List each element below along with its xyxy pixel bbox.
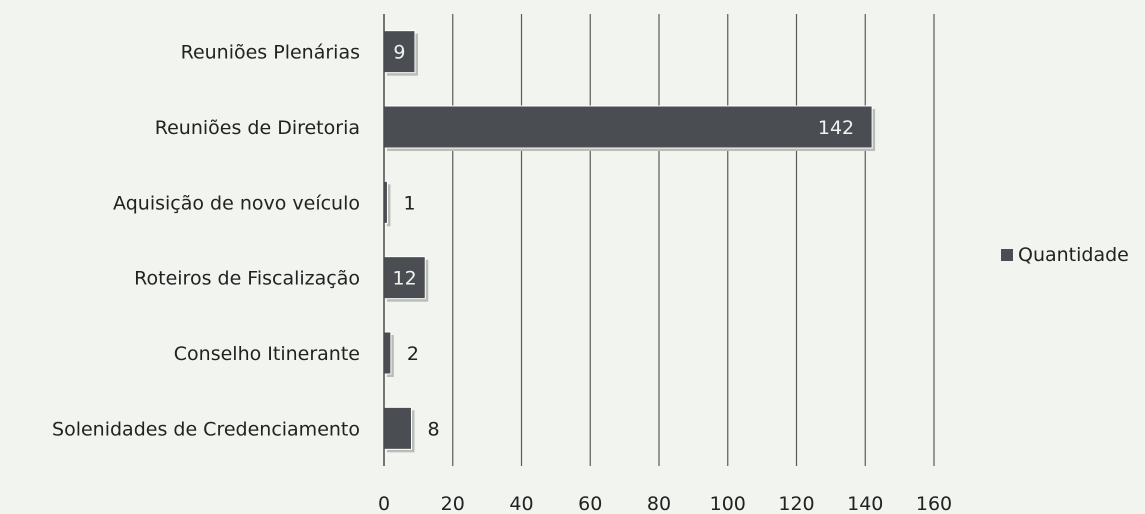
category-label: Reuniões de Diretoria — [155, 117, 360, 139]
x-tick-label: 40 — [509, 493, 533, 514]
bar-6 — [383, 406, 412, 450]
category-label: Roteiros de Fiscalização — [134, 268, 360, 290]
category-label: Reuniões Plenárias — [181, 42, 360, 64]
category-label: Aquisição de novo veículo — [113, 192, 360, 214]
legend-label: Quantidade — [1018, 244, 1129, 266]
x-tick-label: 100 — [710, 493, 746, 514]
value-label: 12 — [393, 268, 417, 290]
bar-shadow — [387, 184, 391, 227]
bar-1 — [383, 30, 416, 74]
value-label: 142 — [818, 117, 854, 139]
legend: Quantidade — [1001, 244, 1129, 266]
x-tick-label: 160 — [916, 493, 952, 514]
category-label: Conselho Itinerante — [174, 343, 360, 365]
x-tick-label: 80 — [647, 493, 671, 514]
bar-5 — [383, 331, 392, 375]
bar-2 — [383, 105, 873, 149]
legend-swatch — [1001, 249, 1013, 261]
x-tick-label: 0 — [378, 493, 390, 514]
value-label: 9 — [393, 42, 405, 64]
x-tick-label: 20 — [441, 493, 465, 514]
category-label: Solenidades de Credenciamento — [52, 418, 360, 440]
value-label: 2 — [407, 343, 419, 365]
gridlines — [452, 14, 935, 466]
x-tick-label: 140 — [847, 493, 883, 514]
value-label: 1 — [403, 192, 415, 214]
bars — [383, 30, 876, 453]
x-tick-label: 60 — [578, 493, 602, 514]
labels: 0 20 40 60 80 100 120 140 160 Reuniões Plenárias 9… — [52, 42, 952, 514]
bar-4 — [383, 256, 426, 300]
value-label: 8 — [428, 418, 440, 440]
x-tick-label: 120 — [778, 493, 814, 514]
